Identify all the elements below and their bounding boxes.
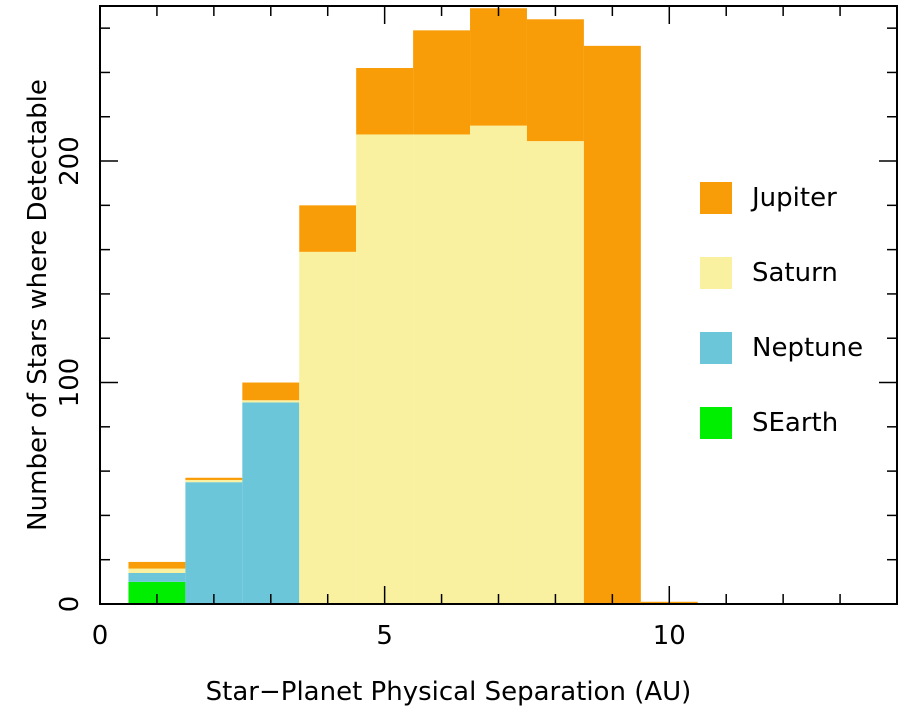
bar-jupiter-bin-7 (470, 8, 527, 126)
y-tick-label-100: 100 (55, 358, 85, 408)
legend-label-neptune: Neptune (752, 333, 863, 363)
legend-swatch-neptune (700, 332, 732, 364)
bar-jupiter-bin-1 (128, 561, 186, 569)
bar-saturn-bin-3 (242, 400, 300, 403)
bar-neptune-bin-1 (128, 572, 186, 582)
x-axis-title: Star−Planet Physical Separation (AU) (206, 677, 692, 707)
legend-swatch-saturn (700, 257, 732, 289)
x-tick-label-5: 5 (376, 621, 393, 651)
bar-saturn-bin-5 (356, 134, 414, 604)
legend-label-jupiter: Jupiter (750, 183, 837, 213)
legend: Jupiter Saturn Neptune SEarth (700, 182, 863, 439)
ticks-group (99, 6, 898, 605)
y-tick-label-200: 200 (55, 136, 85, 186)
bar-jupiter-bin-5 (356, 68, 414, 135)
y-tick-label-0: 0 (55, 596, 85, 613)
x-tick-label-10: 10 (653, 621, 686, 651)
bar-searth-bin-1 (128, 581, 186, 604)
y-axis-title: Number of Stars where Detectable (23, 79, 53, 531)
bar-jupiter-bin-9 (583, 45, 641, 605)
bar-saturn-bin-2 (185, 479, 243, 483)
bar-jupiter-bin-3 (242, 382, 300, 401)
bar-jupiter-bin-2 (185, 477, 243, 480)
bar-jupiter-bin-4 (299, 205, 357, 252)
bar-neptune-bin-2 (185, 482, 243, 604)
bar-saturn-bin-8 (526, 141, 584, 604)
bar-neptune-bin-3 (242, 402, 300, 604)
bar-saturn-bin-4 (299, 251, 357, 604)
legend-label-searth: SEarth (752, 408, 838, 438)
legend-swatch-searth (700, 407, 732, 439)
x-tick-label-0: 0 (92, 621, 109, 651)
bar-saturn-bin-6 (413, 134, 471, 604)
legend-label-saturn: Saturn (752, 258, 838, 288)
legend-swatch-jupiter (700, 182, 732, 214)
bar-jupiter-bin-8 (526, 19, 584, 142)
bar-saturn-bin-1 (128, 568, 186, 573)
bar-saturn-bin-7 (470, 125, 527, 604)
bars-group (128, 8, 698, 605)
bar-jupiter-bin-6 (413, 30, 471, 135)
